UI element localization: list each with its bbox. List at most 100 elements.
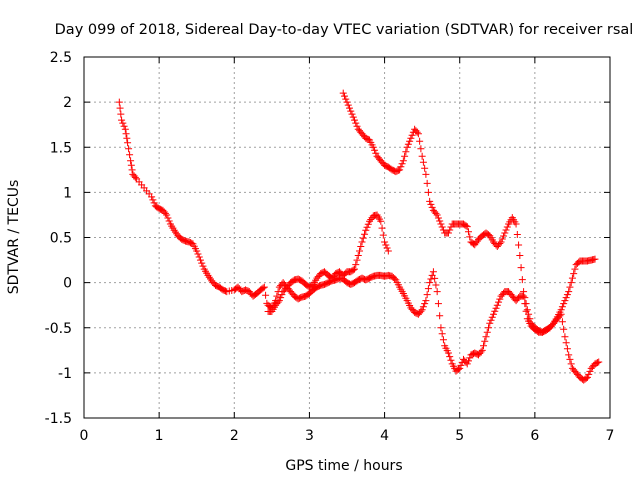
series-track-2: [264, 255, 599, 375]
data-point: [346, 104, 354, 112]
data-point: [567, 360, 575, 368]
data-point: [558, 318, 566, 326]
data-point: [562, 294, 570, 302]
data-point: [568, 274, 576, 282]
data-point: [434, 300, 442, 308]
data-point: [417, 145, 425, 153]
data-point: [351, 116, 359, 124]
data-point: [398, 160, 406, 168]
data-point: [165, 217, 173, 225]
data-point: [463, 360, 471, 368]
data-point: [359, 234, 367, 242]
data-point: [571, 265, 579, 273]
data-point: [422, 297, 430, 305]
data-point: [362, 226, 370, 234]
data-point: [432, 209, 440, 217]
data-point: [348, 110, 356, 118]
data-point: [396, 166, 404, 174]
data-point: [413, 128, 421, 136]
series-track-1: [115, 98, 392, 316]
data-point: [424, 285, 432, 293]
data-point: [421, 300, 429, 308]
data-point: [521, 294, 529, 302]
data-point: [438, 223, 446, 231]
data-point: [419, 303, 427, 311]
data-point: [433, 288, 441, 296]
data-point: [556, 312, 564, 320]
data-point: [148, 193, 156, 201]
x-tick-label: 5: [455, 428, 464, 444]
data-point: [204, 271, 212, 279]
data-point: [196, 256, 204, 264]
data-point: [122, 130, 130, 138]
data-point: [194, 250, 202, 258]
y-tick-label: 2: [63, 95, 72, 111]
data-point: [566, 355, 574, 363]
data-point: [439, 336, 447, 344]
data-point: [517, 264, 525, 272]
data-point: [127, 161, 135, 169]
data-point: [593, 359, 601, 367]
data-point: [260, 283, 268, 291]
data-point: [399, 157, 407, 165]
x-axis-label: GPS time / hours: [285, 458, 402, 474]
data-point: [490, 310, 498, 318]
data-point: [150, 199, 158, 207]
x-tick-label: 6: [530, 428, 539, 444]
data-point: [349, 113, 357, 121]
data-point: [518, 276, 526, 284]
data-point: [582, 374, 590, 382]
data-point: [358, 238, 366, 246]
data-point: [500, 232, 508, 240]
data-point: [349, 266, 357, 274]
data-point: [421, 164, 429, 172]
data-point: [343, 98, 351, 106]
data-point: [419, 158, 427, 166]
data-point: [563, 291, 571, 299]
data-point: [560, 325, 568, 333]
data-point: [353, 256, 361, 264]
data-point: [199, 262, 207, 270]
data-point: [426, 197, 434, 205]
data-point: [565, 351, 573, 359]
data-point: [488, 313, 496, 321]
data-point: [118, 116, 126, 124]
data-point: [342, 95, 350, 103]
data-point: [128, 166, 136, 174]
data-point: [495, 298, 503, 306]
data-point: [483, 328, 491, 336]
data-point: [117, 110, 125, 118]
data-point: [406, 137, 414, 145]
data-point: [424, 188, 432, 196]
data-point: [471, 241, 479, 249]
data-point: [431, 274, 439, 282]
data-point: [567, 279, 575, 287]
data-point: [482, 333, 490, 341]
data-point: [516, 252, 524, 260]
data-point: [477, 348, 485, 356]
data-point: [503, 223, 511, 231]
data-point: [423, 291, 431, 299]
x-tick-label: 0: [80, 428, 89, 444]
data-point: [356, 247, 364, 255]
data-point: [361, 230, 369, 238]
data-point: [364, 220, 372, 228]
data-point: [352, 261, 360, 269]
data-point: [433, 211, 441, 219]
data-point: [273, 292, 281, 300]
data-point: [444, 349, 452, 357]
data-point: [437, 220, 445, 228]
y-axis-tick-labels: -1.5 -1 -0.5 0 0.5 1 1.5 2 2.5: [45, 50, 72, 427]
data-point: [561, 297, 569, 305]
data-point: [277, 294, 285, 302]
data-point: [115, 98, 123, 106]
x-tick-label: 1: [155, 428, 164, 444]
data-point: [347, 107, 355, 115]
data-point: [378, 224, 386, 232]
data-point: [171, 228, 179, 236]
data-point: [422, 170, 430, 178]
data-point: [426, 279, 434, 287]
data-point: [429, 268, 437, 276]
data-point: [278, 291, 286, 299]
y-axis-label: SDTVAR / TECUs: [6, 180, 22, 295]
